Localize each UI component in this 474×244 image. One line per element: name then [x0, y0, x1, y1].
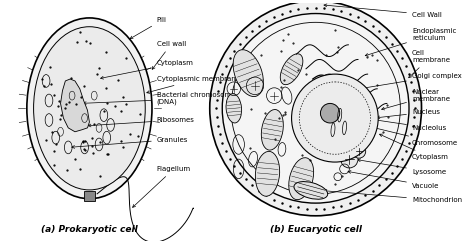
Text: Vacuole: Vacuole: [348, 171, 439, 189]
Text: (b) Eucaryotic cell: (b) Eucaryotic cell: [270, 225, 362, 234]
Circle shape: [222, 13, 409, 203]
Text: Mitochondrion: Mitochondrion: [324, 190, 462, 203]
Ellipse shape: [34, 27, 145, 190]
Circle shape: [352, 144, 366, 158]
Circle shape: [341, 150, 358, 168]
Text: Cytoplasm: Cytoplasm: [100, 60, 194, 79]
Text: Endoplasmic
reticulum: Endoplasmic reticulum: [365, 28, 456, 56]
Text: Bacterial chromosome
(DNA): Bacterial chromosome (DNA): [83, 92, 235, 105]
Text: Granules: Granules: [72, 137, 188, 148]
Text: Flagellum: Flagellum: [133, 166, 191, 207]
Text: Cell wall: Cell wall: [152, 41, 186, 69]
Text: Lysosome: Lysosome: [358, 159, 446, 175]
Text: Cytoplasmic membrane: Cytoplasmic membrane: [147, 76, 240, 93]
Circle shape: [292, 74, 378, 162]
Text: Golgi complex: Golgi complex: [351, 73, 462, 91]
Circle shape: [320, 103, 340, 123]
Ellipse shape: [294, 182, 328, 199]
Ellipse shape: [289, 158, 314, 200]
Text: Pili: Pili: [130, 17, 167, 39]
Ellipse shape: [226, 94, 242, 123]
Ellipse shape: [27, 18, 152, 199]
FancyBboxPatch shape: [83, 191, 95, 201]
Ellipse shape: [233, 50, 264, 97]
Ellipse shape: [280, 54, 303, 85]
Circle shape: [210, 1, 421, 216]
Text: Nuclear
membrane: Nuclear membrane: [382, 89, 450, 110]
Text: Nucleus: Nucleus: [377, 109, 440, 119]
Ellipse shape: [261, 110, 283, 150]
Ellipse shape: [255, 151, 280, 196]
Polygon shape: [61, 79, 90, 132]
Text: Cell
membrane: Cell membrane: [409, 50, 450, 78]
Text: Chromosome: Chromosome: [346, 120, 458, 145]
Text: Nucleolus: Nucleolus: [334, 113, 446, 131]
Text: Cell Wall: Cell Wall: [324, 4, 442, 18]
Text: (a) Prokaryotic cell: (a) Prokaryotic cell: [41, 225, 138, 234]
Text: Ribosomes: Ribosomes: [88, 117, 195, 127]
Text: Cytoplasm: Cytoplasm: [380, 134, 449, 160]
